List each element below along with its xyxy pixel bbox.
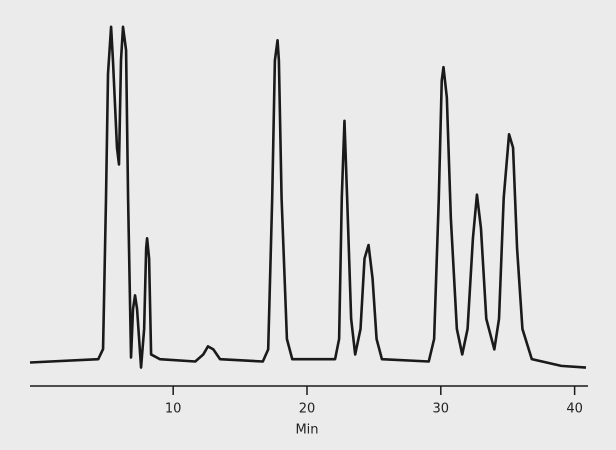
- x-axis-label: Min: [295, 423, 318, 438]
- x-tick-label: 30: [433, 402, 450, 417]
- x-tick-label: 20: [299, 402, 316, 417]
- trace: [29, 25, 587, 369]
- x-tick-label: 40: [566, 402, 583, 417]
- x-tick-label: 10: [165, 402, 182, 417]
